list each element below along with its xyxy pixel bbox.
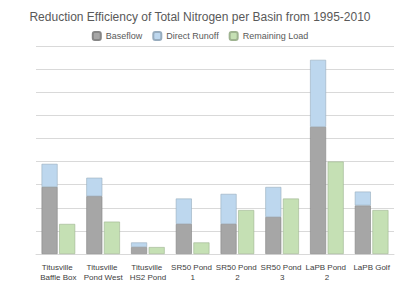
svg-text:HS2 Pond: HS2 Pond — [130, 273, 166, 282]
svg-text:2: 2 — [325, 273, 330, 282]
svg-text:Baffle Box: Baffle Box — [40, 273, 76, 282]
svg-text:2: 2 — [235, 273, 240, 282]
svg-text:Titusville: Titusville — [42, 263, 75, 272]
svg-text:Remaining Load: Remaining Load — [243, 31, 309, 41]
svg-text:Reduction Efficiency of Total: Reduction Efficiency of Total Nitrogen p… — [29, 10, 370, 24]
svg-text:Baseflow: Baseflow — [106, 31, 143, 41]
svg-text:SR50 Pond: SR50 Pond — [261, 263, 304, 272]
svg-text:Titusville: Titusville — [87, 263, 120, 272]
svg-text:SR50 Pond: SR50 Pond — [216, 263, 259, 272]
svg-text:3: 3 — [280, 273, 285, 282]
svg-text:LaPB Golf: LaPB Golf — [353, 263, 390, 272]
svg-text:SR50 Pond: SR50 Pond — [171, 263, 214, 272]
svg-text:1: 1 — [190, 273, 195, 282]
svg-text:LaPB Pond: LaPB Pond — [306, 263, 349, 272]
svg-text:Pond West: Pond West — [84, 273, 124, 282]
svg-text:Direct Runoff: Direct Runoff — [166, 31, 219, 41]
svg-text:Titusville: Titusville — [131, 263, 164, 272]
